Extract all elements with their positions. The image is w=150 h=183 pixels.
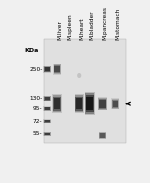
- Bar: [99, 132, 106, 139]
- Bar: [44, 132, 51, 136]
- Text: M.liver: M.liver: [57, 20, 62, 40]
- Bar: [44, 120, 50, 123]
- Bar: [45, 120, 50, 122]
- Bar: [54, 66, 60, 72]
- Bar: [44, 66, 51, 73]
- Bar: [98, 98, 107, 110]
- Bar: [44, 66, 51, 72]
- Text: 95-: 95-: [33, 106, 43, 111]
- Bar: [111, 98, 119, 109]
- Bar: [52, 94, 62, 113]
- Bar: [44, 39, 126, 143]
- Bar: [44, 96, 51, 101]
- Text: M.pancreas: M.pancreas: [102, 6, 107, 40]
- Bar: [44, 96, 51, 101]
- Bar: [44, 107, 50, 110]
- Bar: [98, 97, 107, 111]
- Bar: [44, 97, 50, 101]
- Bar: [54, 65, 60, 73]
- Bar: [86, 97, 93, 110]
- Bar: [44, 119, 51, 123]
- Bar: [112, 99, 119, 109]
- Bar: [44, 106, 51, 111]
- Text: 55-: 55-: [33, 131, 43, 137]
- Bar: [75, 94, 84, 113]
- Bar: [44, 133, 50, 135]
- Text: M.heart: M.heart: [79, 18, 84, 40]
- Bar: [54, 98, 60, 109]
- Text: 250-: 250-: [29, 67, 43, 72]
- Bar: [45, 67, 50, 71]
- Bar: [44, 67, 50, 72]
- Bar: [113, 100, 118, 107]
- Bar: [54, 64, 61, 74]
- Text: 130-: 130-: [29, 96, 43, 101]
- Bar: [100, 133, 105, 137]
- Bar: [44, 132, 51, 136]
- Bar: [99, 99, 106, 109]
- Text: KDa: KDa: [24, 48, 39, 53]
- Bar: [99, 100, 106, 108]
- Bar: [112, 100, 118, 108]
- Bar: [75, 96, 83, 112]
- Bar: [85, 95, 94, 112]
- Text: M.spleen: M.spleen: [68, 14, 73, 40]
- Bar: [99, 132, 106, 139]
- Bar: [53, 96, 61, 112]
- Bar: [85, 93, 94, 114]
- Bar: [45, 133, 50, 135]
- Text: M.stomach: M.stomach: [115, 8, 120, 40]
- Text: 72-: 72-: [33, 119, 43, 124]
- Bar: [53, 97, 61, 111]
- Bar: [45, 97, 50, 100]
- Text: M.bladder: M.bladder: [90, 11, 95, 40]
- Bar: [53, 64, 61, 75]
- Bar: [99, 133, 106, 138]
- Circle shape: [77, 73, 81, 78]
- Bar: [44, 119, 51, 123]
- Bar: [76, 98, 82, 109]
- Bar: [75, 97, 83, 111]
- Bar: [45, 107, 50, 110]
- Bar: [85, 92, 95, 115]
- Bar: [44, 107, 51, 111]
